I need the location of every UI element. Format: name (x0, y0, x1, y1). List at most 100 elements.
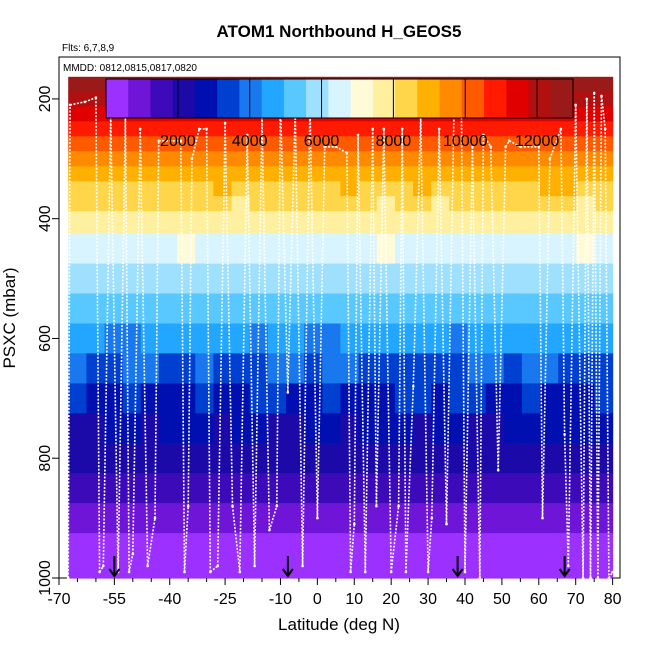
flight-track-point (275, 504, 279, 508)
heatmap-cell (376, 196, 396, 212)
heatmap-cell (322, 121, 341, 137)
flight-track-point (504, 145, 507, 149)
colorbar-swatch (283, 79, 307, 118)
flight-track-segment (589, 92, 595, 579)
heatmap-cell (68, 533, 87, 564)
heatmap-cell (231, 196, 251, 212)
heatmap-cell (195, 211, 214, 235)
heatmap-cell (104, 196, 124, 212)
heatmap-cell (558, 196, 577, 212)
flight-track-segment (239, 134, 248, 573)
flight-track-segment (563, 434, 570, 567)
heatmap-cell (431, 293, 450, 324)
heatmap-cell (376, 443, 396, 474)
heatmap-cell (594, 136, 614, 152)
heatmap-cell (286, 233, 305, 265)
heatmap-cell (159, 563, 178, 579)
x-tick-label: 20 (382, 591, 400, 608)
flight-track-segment (479, 134, 485, 579)
heatmap-cell (267, 443, 287, 474)
heatmap-band (68, 323, 614, 354)
heatmap-cell (576, 106, 595, 122)
heatmap-cell (358, 121, 378, 137)
heatmap-cell (104, 473, 124, 504)
heatmap-cell (449, 413, 468, 444)
heatmap-band (68, 293, 614, 324)
heatmap-cell (177, 323, 196, 354)
heatmap-cell (86, 323, 106, 354)
heatmap-cell (376, 383, 396, 414)
heatmap-cell (413, 323, 432, 354)
heatmap-cell (485, 353, 505, 384)
heatmap-cell (594, 413, 614, 444)
heatmap-cell (122, 533, 142, 564)
x-tick-label: 0 (313, 591, 322, 608)
heatmap-cell (267, 353, 287, 384)
heatmap-cell (122, 323, 142, 354)
heatmap-cell (576, 136, 595, 152)
heatmap-cell (576, 353, 595, 384)
heatmap-cell (449, 151, 468, 167)
heatmap-cell (195, 233, 214, 265)
heatmap-cell (104, 233, 124, 265)
heatmap-cell (558, 293, 577, 324)
heatmap-cell (231, 473, 251, 504)
heatmap-cell (431, 383, 450, 414)
heatmap-cell (540, 563, 559, 579)
heatmap-cell (358, 473, 378, 504)
colorbar-swatch (261, 79, 285, 118)
y-axis: 200 400 600 800 1000 (37, 85, 59, 596)
heatmap-cell (467, 121, 487, 137)
flight-track-point (102, 564, 105, 568)
flight-track-point (400, 127, 404, 131)
flight-track-segment (180, 140, 186, 573)
arrow-head (558, 568, 571, 578)
heatmap-cell (122, 233, 142, 265)
flight-track-point (412, 385, 415, 388)
flight-track-segment (357, 134, 367, 573)
heatmap-cell (449, 353, 468, 384)
heatmap-cell (267, 181, 287, 197)
heatmap-cell (431, 443, 450, 474)
heatmap-cell (558, 181, 577, 197)
heatmap-cell (358, 233, 378, 265)
heatmap-cell (413, 121, 432, 137)
y-tick-label: 600 (37, 325, 54, 352)
heatmap-cell (122, 383, 142, 414)
flight-track-point (186, 504, 190, 508)
colorbar-swatch (372, 79, 396, 118)
heatmap-cell (394, 166, 414, 182)
heatmap-cell (413, 503, 432, 534)
flight-track-point (183, 570, 186, 574)
heatmap-cell (177, 196, 196, 212)
heatmap-cell (195, 151, 214, 167)
heatmap-cell (340, 263, 360, 295)
flight-track-point (563, 433, 566, 436)
flight-track-segment (69, 101, 85, 106)
heatmap-cell (322, 181, 341, 197)
heatmap-cell (485, 121, 505, 137)
heatmap-cell (322, 383, 341, 414)
heatmap-cell (358, 136, 378, 152)
flight-track-point (537, 145, 541, 149)
flight-track-segment (84, 96, 97, 103)
heatmap-cell (413, 563, 432, 579)
flight-track-point (585, 97, 589, 101)
heatmap-cell (485, 383, 505, 414)
heatmap-cell (485, 196, 505, 212)
heatmap-cell (249, 353, 269, 384)
flight-track-segment (335, 146, 348, 154)
heatmap-cell (159, 443, 178, 474)
heatmap-cell (322, 323, 341, 354)
flight-track-segment (460, 92, 466, 573)
y-tick-label: 1000 (37, 560, 54, 596)
heatmap-cell (594, 166, 614, 182)
heatmap-cell (104, 293, 124, 324)
heatmap-cell (467, 443, 487, 474)
heatmap-cell (286, 151, 305, 167)
heatmap-cell (68, 263, 87, 295)
colorbar-swatch (506, 79, 530, 118)
heatmap-cell (485, 151, 505, 167)
heatmap-cell (576, 533, 595, 564)
heatmap-cell (104, 503, 124, 534)
